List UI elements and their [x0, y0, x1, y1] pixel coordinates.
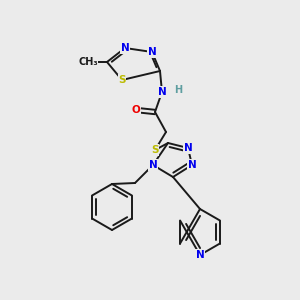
Text: N: N	[188, 160, 196, 170]
Text: N: N	[184, 143, 192, 153]
Text: N: N	[148, 47, 156, 57]
Text: CH₃: CH₃	[78, 57, 98, 67]
Text: S: S	[118, 75, 126, 85]
Text: S: S	[151, 145, 159, 155]
Text: H: H	[174, 85, 182, 95]
Text: N: N	[196, 250, 204, 260]
Text: N: N	[158, 87, 166, 97]
Text: O: O	[132, 105, 140, 115]
Text: N: N	[148, 160, 158, 170]
Text: N: N	[121, 43, 129, 53]
